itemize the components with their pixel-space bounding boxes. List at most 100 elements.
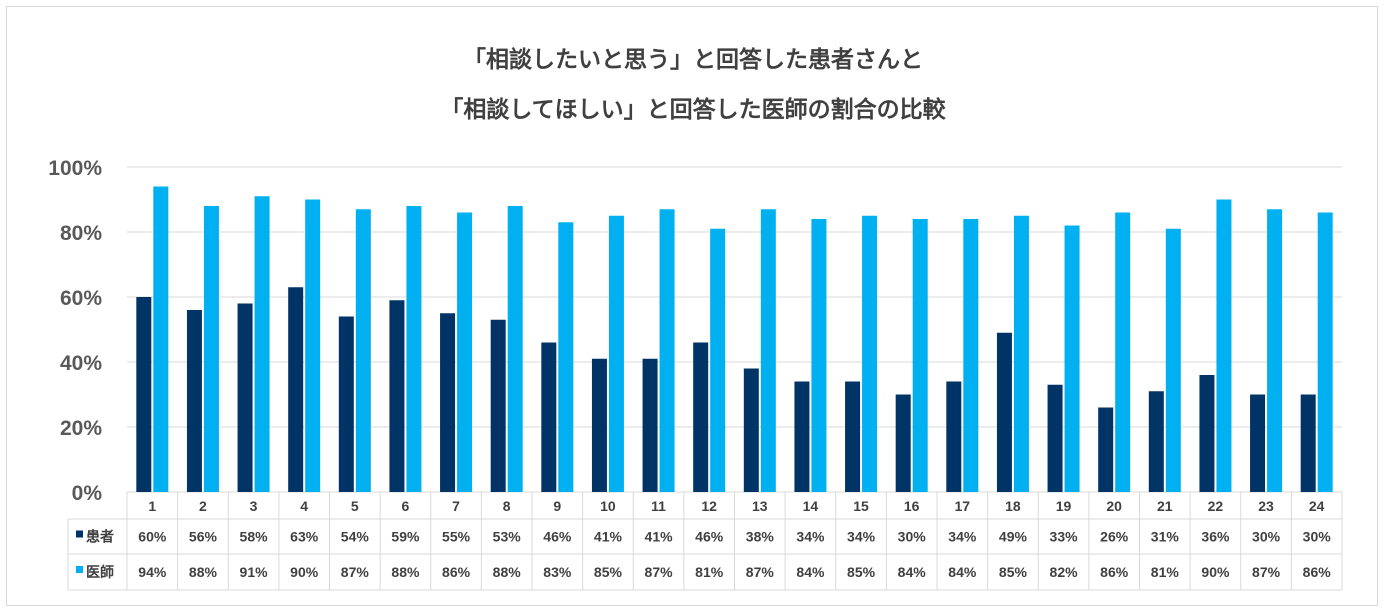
- bar-doctor: [1115, 212, 1131, 492]
- data-label: 36%: [1201, 529, 1230, 545]
- bar-doctor: [1013, 215, 1029, 492]
- data-label: 87%: [341, 564, 370, 580]
- data-label: 85%: [847, 564, 876, 580]
- category-label: 14: [803, 498, 819, 514]
- data-label: 85%: [999, 564, 1028, 580]
- y-tick-label: 100%: [48, 157, 102, 180]
- bar-doctor: [558, 222, 574, 492]
- bar-doctor: [760, 209, 776, 492]
- data-label: 31%: [1151, 529, 1180, 545]
- category-label: 1: [148, 498, 156, 514]
- bar-patient: [996, 332, 1012, 492]
- bar-doctor: [203, 206, 219, 492]
- category-label: 19: [1056, 498, 1072, 514]
- category-label: 11: [651, 498, 666, 514]
- data-label: 38%: [746, 529, 775, 545]
- data-label: 90%: [290, 564, 319, 580]
- data-label: 90%: [1201, 564, 1230, 580]
- category-label: 17: [955, 498, 971, 514]
- data-label: 60%: [138, 529, 167, 545]
- data-label: 46%: [695, 529, 724, 545]
- bar-patient: [1148, 391, 1164, 492]
- category-label: 3: [250, 498, 258, 514]
- category-label: 15: [853, 498, 869, 514]
- data-label: 84%: [948, 564, 977, 580]
- data-label: 49%: [999, 529, 1028, 545]
- bar-doctor: [710, 228, 726, 492]
- y-tick-label: 0%: [72, 482, 103, 505]
- legend-label-doctor: 医師: [86, 564, 114, 581]
- bar-patient: [288, 287, 304, 492]
- data-label: 88%: [189, 564, 218, 580]
- data-label: 56%: [189, 529, 218, 545]
- data-label: 30%: [1303, 529, 1332, 545]
- bar-patient: [1300, 394, 1316, 492]
- bar-patient: [338, 316, 354, 492]
- legend-key-patient: [76, 530, 83, 538]
- bar-doctor: [254, 196, 270, 492]
- bar-patient: [389, 300, 405, 492]
- data-label: 63%: [290, 529, 319, 545]
- bar-patient: [642, 358, 658, 492]
- category-label: 24: [1309, 498, 1325, 514]
- category-label: 10: [600, 498, 616, 514]
- data-label: 86%: [1100, 564, 1129, 580]
- bar-doctor: [963, 219, 979, 492]
- data-label: 34%: [948, 529, 977, 545]
- y-tick-label: 40%: [60, 352, 102, 375]
- data-label: 82%: [1050, 564, 1079, 580]
- data-label: 94%: [138, 564, 167, 580]
- category-label: 4: [300, 498, 308, 514]
- category-label: 2: [199, 498, 207, 514]
- y-tick-label: 60%: [60, 287, 102, 310]
- bar-doctor: [406, 206, 422, 492]
- category-label: 22: [1208, 498, 1224, 514]
- bar-doctor: [305, 199, 321, 492]
- data-label: 86%: [442, 564, 471, 580]
- bar-patient: [946, 381, 962, 492]
- y-tick-label: 80%: [60, 222, 102, 245]
- category-label: 21: [1157, 498, 1173, 514]
- data-label: 30%: [1252, 529, 1281, 545]
- data-label: 83%: [543, 564, 572, 580]
- bar-doctor: [457, 212, 473, 492]
- data-label: 88%: [391, 564, 420, 580]
- legend-key-doctor: [76, 566, 83, 573]
- category-label: 23: [1258, 498, 1274, 514]
- chart-title-line-2: 「相談してほしい」と回答した医師の割合の比較: [440, 97, 946, 123]
- category-label: 5: [351, 498, 359, 514]
- bar-doctor: [659, 209, 675, 492]
- data-label: 34%: [847, 529, 876, 545]
- bar-patient: [186, 310, 202, 492]
- data-label: 53%: [493, 529, 522, 545]
- chart-title-line-1: 「相談したいと思う」と回答した患者さんと: [463, 47, 923, 73]
- bar-patient: [743, 368, 759, 492]
- data-label: 46%: [543, 529, 572, 545]
- data-label: 86%: [1303, 564, 1332, 580]
- data-label: 85%: [594, 564, 623, 580]
- bar-doctor: [153, 186, 169, 492]
- data-label: 33%: [1050, 529, 1079, 545]
- data-label: 84%: [898, 564, 927, 580]
- category-label: 9: [553, 498, 561, 514]
- bar-patient: [1047, 384, 1063, 492]
- bar-doctor: [355, 209, 371, 492]
- data-label: 84%: [796, 564, 825, 580]
- data-label: 55%: [442, 529, 471, 545]
- data-label: 91%: [240, 564, 269, 580]
- data-label: 26%: [1100, 529, 1129, 545]
- bar-doctor: [1267, 209, 1283, 492]
- data-label: 87%: [746, 564, 775, 580]
- bar-patient: [490, 319, 506, 492]
- bar-doctor: [862, 215, 878, 492]
- y-tick-label: 20%: [60, 417, 102, 440]
- data-label: 81%: [1151, 564, 1180, 580]
- bar-doctor: [507, 206, 523, 492]
- bar-patient: [541, 342, 557, 492]
- category-label: 6: [402, 498, 410, 514]
- category-label: 16: [904, 498, 920, 514]
- bar-doctor: [608, 215, 624, 492]
- category-label: 20: [1106, 498, 1122, 514]
- category-label: 7: [452, 498, 460, 514]
